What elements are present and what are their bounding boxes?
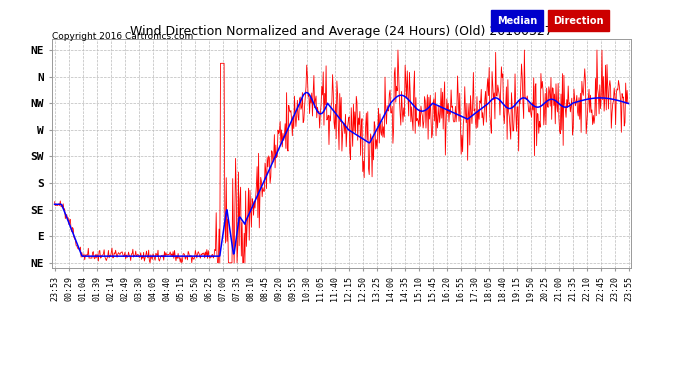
Text: Direction: Direction (553, 16, 604, 26)
Text: Median: Median (497, 16, 537, 26)
Text: Copyright 2016 Cartronics.com: Copyright 2016 Cartronics.com (52, 32, 193, 41)
Title: Wind Direction Normalized and Average (24 Hours) (Old) 20160327: Wind Direction Normalized and Average (2… (130, 25, 553, 38)
